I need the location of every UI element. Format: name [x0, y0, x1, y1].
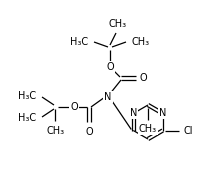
Text: N: N	[104, 92, 112, 102]
Text: CH₃: CH₃	[139, 124, 157, 134]
Text: H₃C: H₃C	[18, 91, 36, 101]
Text: O: O	[106, 62, 114, 72]
Text: N: N	[130, 108, 137, 119]
Text: CH₃: CH₃	[47, 126, 65, 136]
Text: O: O	[140, 73, 148, 83]
Text: N: N	[159, 108, 166, 119]
Text: O: O	[85, 127, 93, 137]
Text: H₃C: H₃C	[70, 37, 88, 47]
Text: Cl: Cl	[184, 126, 193, 136]
Text: CH₃: CH₃	[132, 37, 150, 47]
Text: O: O	[70, 102, 78, 112]
Text: H₃C: H₃C	[18, 113, 36, 123]
Text: CH₃: CH₃	[109, 19, 127, 29]
